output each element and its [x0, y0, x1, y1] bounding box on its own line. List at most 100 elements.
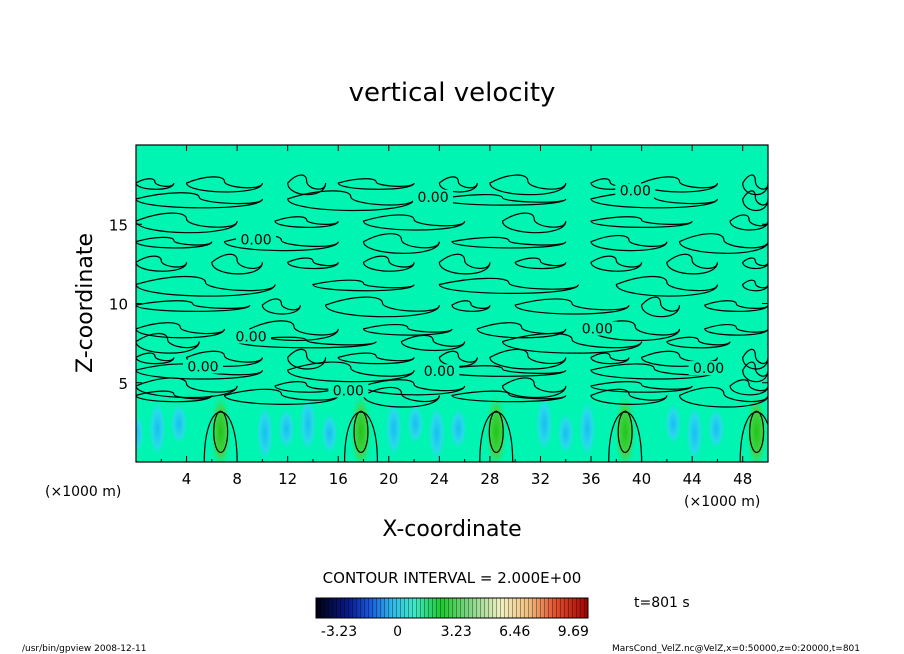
updraft-contour-outer [479, 411, 514, 462]
zero-contour [324, 296, 440, 318]
downdraft-patch [136, 411, 145, 456]
downdraft-patch [578, 398, 597, 459]
colorbar-tick-label: 0 [393, 624, 402, 640]
zero-contour [742, 279, 768, 292]
zero-contour [438, 176, 478, 193]
x-tick-label: 48 [733, 470, 752, 488]
zero-contour [451, 300, 491, 312]
zero-contour [136, 275, 276, 297]
zero-contour [438, 253, 491, 275]
zero-contour [261, 298, 301, 315]
x-tick-label: 4 [182, 470, 192, 488]
zero-contour [274, 216, 339, 228]
x-tick-label: 12 [278, 470, 297, 488]
zero-contour [136, 377, 238, 399]
zero-contour [742, 361, 768, 383]
zero-contour [489, 348, 567, 370]
footer-right: MarsCond_VelZ.nc@VelZ,x=0:50000,z=0:2000… [612, 644, 860, 654]
zero-contour [729, 379, 768, 396]
zero-contour [287, 361, 415, 383]
footer-left: /usr/bin/gpview 2008-12-11 [22, 644, 146, 654]
x-tick-label: 40 [632, 470, 651, 488]
x-tick-label: 36 [581, 470, 600, 488]
zero-contour [451, 236, 567, 249]
downdraft-patch [406, 401, 425, 447]
updraft-contour-outer [608, 411, 643, 462]
zero-contour [211, 253, 263, 275]
x-tick-label: 24 [430, 470, 449, 488]
downdraft-patch [170, 401, 188, 447]
contour-label: 0.00 [693, 361, 724, 377]
zero-contour [666, 336, 731, 349]
contour-interval-text: CONTOUR INTERVAL = 2.000E+00 [323, 569, 582, 587]
zero-contour [590, 255, 643, 272]
zero-contour [438, 193, 567, 206]
downdraft-patch [556, 411, 575, 456]
updraft-core [745, 390, 768, 462]
zero-contour [287, 190, 415, 212]
colorbar-tick-label: 6.46 [499, 624, 530, 640]
zero-contour [136, 236, 213, 249]
x-tick-label: 16 [329, 470, 348, 488]
x-axis-ticks: 4 8 12 16 20 24 28 32 36 40 44 48 [160, 145, 752, 488]
contour-label: 0.00 [235, 329, 266, 345]
contour-label-bg [182, 359, 223, 374]
zero-contour [590, 216, 693, 228]
contour-label-bg [328, 383, 369, 398]
contour-label: 0.00 [424, 364, 455, 380]
zero-contour [615, 275, 719, 297]
zero-contour [185, 176, 263, 193]
zero-contour [362, 323, 453, 336]
zero-contour [678, 233, 768, 254]
updraft-contour-inner [353, 410, 369, 454]
contour-label: 0.00 [333, 383, 364, 399]
zero-contour [136, 390, 213, 403]
zero-contour [236, 336, 377, 349]
updraft-contour-outer [343, 411, 379, 462]
y-tick-label: 10 [109, 296, 128, 314]
zero-contour [362, 233, 440, 254]
colorbar-tick-label: 9.69 [558, 624, 589, 640]
y-axis-ticks: 5 10 15 [109, 216, 768, 393]
zero-contour [590, 388, 668, 405]
contour-label-bg [688, 361, 729, 376]
zero-contour [362, 214, 466, 231]
time-label: t=801 s [634, 595, 690, 611]
zero-contour [590, 320, 681, 342]
zero-contour [287, 257, 339, 270]
downdraft-patch [449, 406, 468, 451]
zero-contour [136, 332, 200, 354]
contour-label-bg [615, 183, 656, 198]
zero-contour [136, 352, 175, 365]
downdraft-patch [299, 393, 317, 455]
updraft-contour-inner [213, 410, 229, 454]
contour-label: 0.00 [187, 359, 218, 375]
zero-contour [337, 178, 415, 190]
zero-contour [729, 214, 768, 231]
zero-contour [274, 381, 339, 393]
zero-contour [742, 190, 768, 212]
zero-contour [514, 257, 567, 270]
contour-label: 0.00 [240, 233, 271, 249]
x-tick-label: 20 [379, 470, 398, 488]
x-unit-left: (×1000 m) [45, 484, 121, 500]
updraft-contour-inner [617, 410, 633, 454]
zero-contour [501, 212, 567, 234]
contour-label-bg [413, 189, 454, 204]
contour-label-bg [236, 232, 277, 247]
zero-contour [136, 212, 238, 234]
downdraft-patch [664, 401, 683, 447]
zero-contour [678, 386, 768, 408]
zero-contour [666, 253, 719, 275]
x-axis-label: X-coordinate [382, 517, 521, 542]
zero-contour [312, 279, 415, 292]
x-tick-label: 44 [683, 470, 702, 488]
downdraft-patch [707, 406, 726, 451]
zero-contour [590, 234, 668, 252]
zero-contour [400, 334, 466, 352]
updraft-core [484, 390, 508, 462]
downdraft-patch [320, 411, 339, 456]
zero-contour [249, 320, 339, 342]
zero-contour [223, 388, 339, 405]
